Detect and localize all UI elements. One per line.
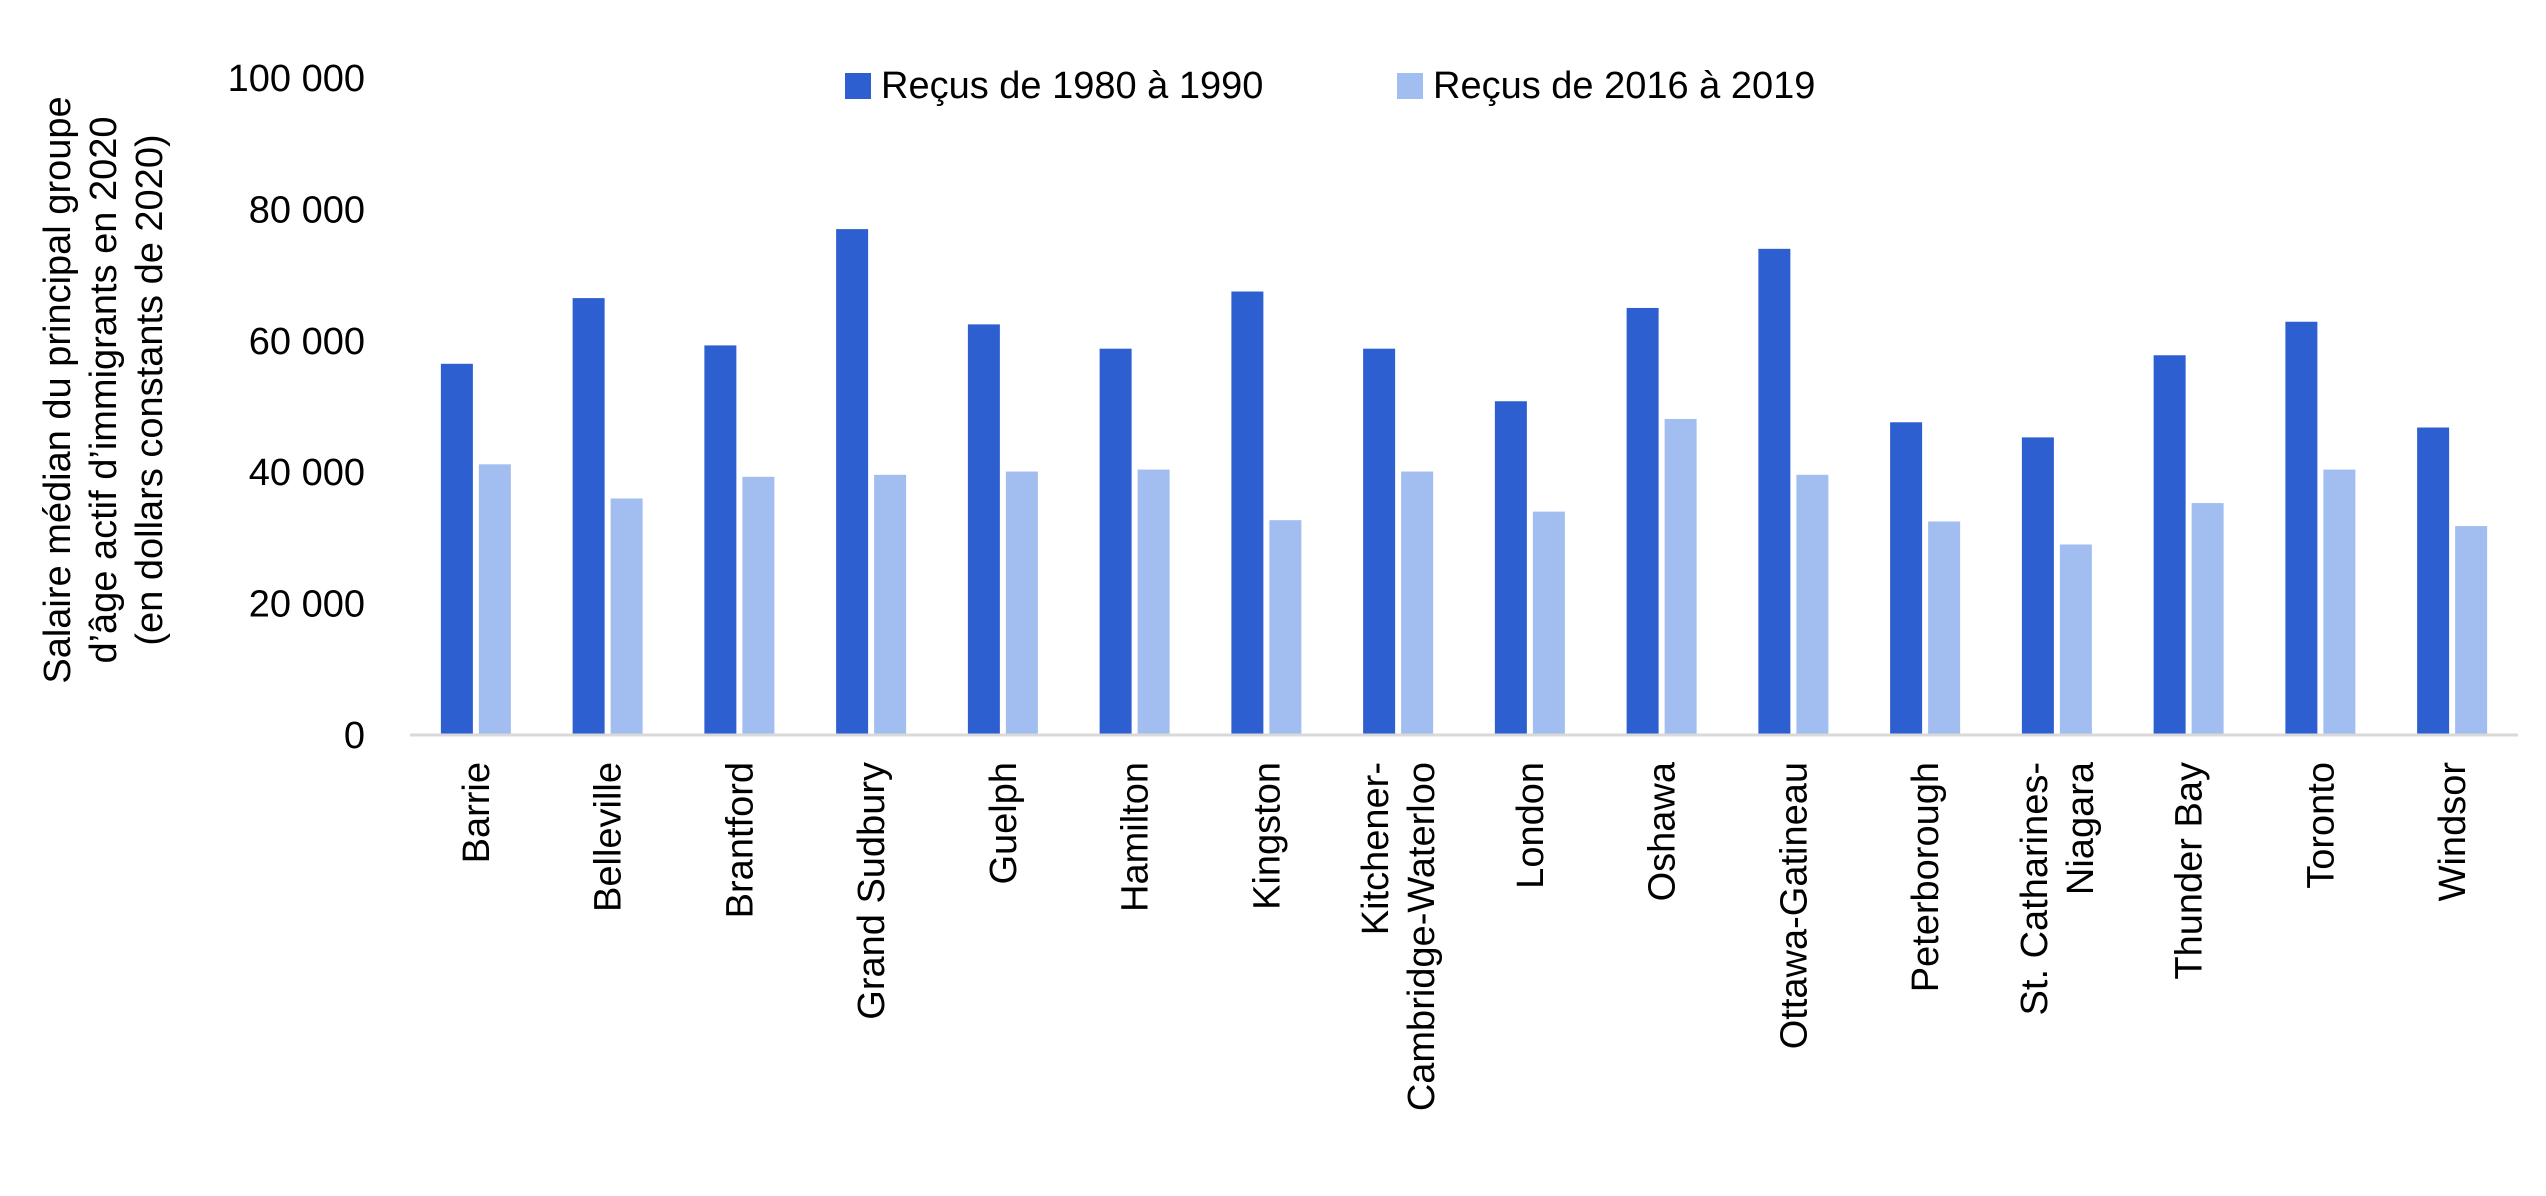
- bar-recus-1980-1990: [2153, 355, 2186, 735]
- bar-recus-1980-1990: [1758, 248, 1791, 735]
- x-tick-label: Toronto: [2300, 762, 2342, 889]
- bar-recus-1980-1990: [2021, 437, 2054, 735]
- x-tick-label: Grand Sudbury: [851, 762, 893, 1020]
- y-axis-title-text: Salaire médian du principal groupe d’âge …: [37, 96, 171, 683]
- x-tick-label-line: Kitchener-: [1355, 762, 1397, 935]
- bar-recus-2016-2019: [1269, 520, 1302, 735]
- bar-recus-1980-1990: [836, 229, 869, 736]
- bar-recus-1980-1990: [1494, 401, 1527, 735]
- y-tick-label: 60 000: [249, 321, 365, 363]
- x-tick-label: London: [1510, 762, 1552, 889]
- bar-recus-1980-1990: [1231, 291, 1264, 735]
- x-tick-label-line: Hamilton: [1115, 762, 1157, 912]
- x-tick-label: Barrie: [456, 762, 498, 863]
- x-tick-label-line: London: [1510, 762, 1552, 889]
- bar-recus-1980-1990: [440, 363, 473, 735]
- y-axis-ticks: 0 20 000 40 000 60 000 80 000 100 000: [228, 58, 365, 757]
- bar-recus-2016-2019: [2191, 503, 2224, 735]
- x-tick-label-line: Barrie: [456, 762, 498, 863]
- bar-recus-2016-2019: [1532, 511, 1565, 735]
- x-tick-label-line: Guelph: [983, 762, 1025, 885]
- x-tick-label-line: Grand Sudbury: [851, 762, 893, 1020]
- bar-recus-2016-2019: [1005, 471, 1038, 735]
- y-axis-title: Salaire médian du principal groupe d’âge …: [37, 96, 171, 683]
- bar-recus-1980-1990: [1626, 307, 1659, 735]
- bar-recus-2016-2019: [1796, 474, 1829, 735]
- bar-recus-2016-2019: [874, 474, 907, 735]
- bar-recus-1980-1990: [1099, 348, 1132, 735]
- x-tick-label-line: St. Catharines-: [2014, 762, 2056, 1015]
- x-tick-label: Peterborough: [1905, 762, 1947, 992]
- bar-recus-1980-1990: [2417, 427, 2450, 735]
- legend-label: Reçus de 1980 à 1990: [881, 65, 1263, 107]
- x-tick-label: Kingston: [1246, 762, 1288, 910]
- x-tick-label-line: Thunder Bay: [2169, 762, 2211, 980]
- legend-label: Reçus de 2016 à 2019: [1433, 65, 1815, 107]
- y-axis-title-line: Salaire médian du principal groupe: [37, 96, 79, 683]
- y-axis-title-line: d’âge actif d’immigrants en 2020: [83, 116, 125, 663]
- bar-recus-1980-1990: [2285, 321, 2318, 735]
- x-tick-label-line: Ottawa-Gatineau: [1773, 762, 1815, 1049]
- x-tick-label-line: Niagara: [2060, 761, 2102, 895]
- x-tick-label: Oshawa: [1642, 761, 1684, 901]
- x-axis-labels: Barrie Belleville Brantford Grand Sudbury Gu…: [456, 761, 2474, 1111]
- x-tick-label-line: Peterborough: [1905, 762, 1947, 992]
- x-tick-label-line: Belleville: [588, 762, 630, 912]
- bar-recus-2016-2019: [478, 464, 511, 735]
- x-tick-label-line: Oshawa: [1642, 761, 1684, 901]
- y-tick-label: 40 000: [249, 452, 365, 494]
- bar-recus-2016-2019: [2059, 544, 2092, 735]
- bar-recus-1980-1990: [1363, 348, 1396, 735]
- bar-recus-2016-2019: [610, 498, 643, 735]
- x-tick-label: Kitchener- Cambridge-Waterloo: [1355, 762, 1443, 1111]
- bar-recus-1980-1990: [704, 345, 737, 735]
- x-tick-label: Ottawa-Gatineau: [1773, 762, 1815, 1049]
- bar-recus-1980-1990: [572, 298, 605, 735]
- x-tick-label-line: Cambridge-Waterloo: [1401, 762, 1443, 1111]
- bar-recus-2016-2019: [1137, 469, 1170, 735]
- x-tick-label: Belleville: [588, 762, 630, 912]
- y-axis-title-line: (en dollars constants de 2020): [129, 134, 171, 645]
- x-tick-label: St. Catharines- Niagara: [2014, 761, 2102, 1015]
- x-tick-label-line: Toronto: [2300, 762, 2342, 889]
- x-tick-label: Brantford: [719, 762, 761, 918]
- x-tick-label: Windsor: [2432, 762, 2474, 902]
- bars: [440, 229, 2488, 736]
- legend-swatch: [845, 73, 871, 99]
- y-tick-label: 80 000: [249, 189, 365, 231]
- x-tick-label: Thunder Bay: [2169, 762, 2211, 980]
- bar-recus-2016-2019: [2455, 526, 2488, 735]
- bar-recus-2016-2019: [1664, 418, 1697, 735]
- bar-recus-2016-2019: [1928, 521, 1961, 735]
- x-tick-label: Hamilton: [1115, 762, 1157, 912]
- legend-swatch: [1397, 73, 1423, 99]
- bar-recus-1980-1990: [967, 324, 1000, 735]
- legend: Reçus de 1980 à 1990 Reçus de 2016 à 2019: [845, 65, 1815, 107]
- y-tick-label: 20 000: [249, 584, 365, 626]
- x-tick-label-line: Windsor: [2432, 762, 2474, 902]
- x-tick-label-line: Kingston: [1246, 762, 1288, 910]
- x-tick-label-line: Brantford: [719, 762, 761, 918]
- x-tick-label: Guelph: [983, 762, 1025, 885]
- y-tick-label: 0: [344, 715, 365, 757]
- y-tick-label: 100 000: [228, 58, 365, 100]
- bar-recus-1980-1990: [1890, 422, 1923, 735]
- bar-recus-2016-2019: [1401, 471, 1434, 735]
- bar-recus-2016-2019: [742, 476, 775, 735]
- bar-recus-2016-2019: [2323, 469, 2356, 735]
